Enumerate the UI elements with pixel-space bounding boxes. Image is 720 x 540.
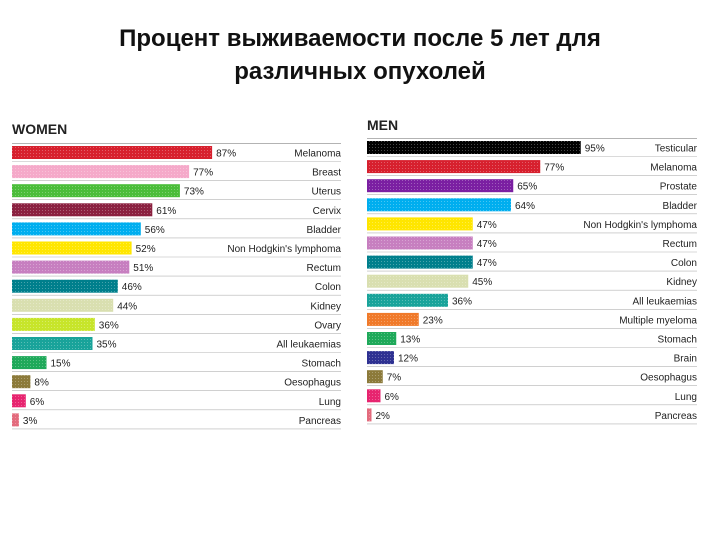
women-value-label: 77% xyxy=(193,168,213,179)
men-value-label: 64% xyxy=(515,201,535,212)
men-category-label: Melanoma xyxy=(650,163,697,174)
men-value-label: 23% xyxy=(423,315,443,326)
women-value-label: 8% xyxy=(34,378,49,389)
men-value-label: 6% xyxy=(385,392,400,403)
men-bar-texture xyxy=(367,332,397,345)
women-category-label: Ovary xyxy=(314,320,341,331)
men-bar-texture xyxy=(367,198,511,212)
women-category-label: Lung xyxy=(319,397,341,408)
men-category-label: Oesophagus xyxy=(640,373,697,384)
women-bar-texture xyxy=(12,394,26,408)
women-category-label: Pancreas xyxy=(299,416,341,427)
men-category-label: Bladder xyxy=(663,201,698,212)
men-bar-texture xyxy=(367,160,541,174)
men-category-label: Prostate xyxy=(660,182,698,193)
men-value-label: 36% xyxy=(452,296,472,307)
men-bar-texture xyxy=(367,351,394,365)
men-bar-texture xyxy=(367,370,383,384)
men-bar-texture xyxy=(367,274,469,288)
men-value-label: 47% xyxy=(477,258,497,269)
men-category-label: Brain xyxy=(674,354,697,365)
women-category-label: Breast xyxy=(312,168,341,179)
women-category-label: Bladder xyxy=(307,225,342,236)
women-value-label: 51% xyxy=(133,263,153,274)
women-bar-texture xyxy=(12,298,114,312)
women-value-label: 73% xyxy=(184,187,204,198)
men-value-label: 13% xyxy=(400,335,420,346)
men-category-label: Lung xyxy=(675,392,697,403)
men-category-label: Pancreas xyxy=(655,411,697,422)
men-category-label: Rectum xyxy=(663,239,697,250)
men-category-label: Multiple myeloma xyxy=(619,315,697,326)
men-category-label: Kidney xyxy=(666,277,697,288)
women-category-label: Non Hodgkin's lymphoma xyxy=(227,244,341,255)
women-bar-texture xyxy=(12,222,141,236)
women-category-label: Stomach xyxy=(302,359,341,370)
men-bar-texture xyxy=(367,255,473,269)
men-value-label: 47% xyxy=(477,239,497,250)
men-category-label: All leukaemias xyxy=(633,296,697,307)
men-value-label: 12% xyxy=(398,354,418,365)
women-bar-texture xyxy=(12,375,31,389)
slide-title: Процент выживаемости после 5 лет для раз… xyxy=(0,22,720,88)
women-bar-texture xyxy=(12,241,132,255)
women-category-label: Oesophagus xyxy=(284,378,341,389)
women-bar-texture xyxy=(12,184,180,198)
women-bar-texture xyxy=(12,146,213,159)
men-bar-texture xyxy=(367,312,419,326)
women-chart-title: WOMEN xyxy=(12,121,67,137)
women-bar-texture xyxy=(12,356,47,370)
men-bar-texture xyxy=(367,141,581,154)
men-bar-texture xyxy=(367,217,473,231)
women-value-label: 46% xyxy=(122,282,142,293)
men-chart: MEN 95% Testicular 77% Melanoma 65% Prostate 64… xyxy=(367,117,698,425)
women-bar-texture xyxy=(12,260,130,274)
women-bar-texture xyxy=(12,413,19,427)
men-value-label: 7% xyxy=(387,373,402,384)
men-value-label: 47% xyxy=(477,220,497,231)
women-category-label: Kidney xyxy=(310,301,341,312)
men-category-label: Stomach xyxy=(658,335,697,346)
men-category-label: Testicular xyxy=(655,144,698,155)
men-value-label: 95% xyxy=(585,144,605,155)
men-bar-texture xyxy=(367,389,381,403)
women-value-label: 87% xyxy=(216,149,236,160)
men-chart-title: MEN xyxy=(367,117,398,133)
men-bar-texture xyxy=(367,179,514,193)
women-value-label: 15% xyxy=(51,359,71,370)
slide-title-line-2: различных опухолей xyxy=(234,58,486,85)
men-bar-texture xyxy=(367,293,448,307)
women-bar-texture xyxy=(12,165,190,179)
women-value-label: 61% xyxy=(156,206,176,217)
women-value-label: 44% xyxy=(117,301,137,312)
men-value-label: 77% xyxy=(544,163,564,174)
women-bar-texture xyxy=(12,317,95,331)
women-category-label: Uterus xyxy=(312,187,341,198)
women-value-label: 35% xyxy=(97,340,117,351)
women-value-label: 56% xyxy=(145,225,165,236)
men-value-label: 2% xyxy=(376,411,391,422)
men-value-label: 65% xyxy=(517,182,537,193)
women-value-label: 6% xyxy=(30,397,45,408)
men-bar-texture xyxy=(367,236,473,250)
women-chart: WOMEN 87% Melanoma 77% Breast 73% Uterus 61% Cer… xyxy=(12,121,342,430)
women-bar-texture xyxy=(12,337,93,350)
slide-title-line-1: Процент выживаемости после 5 лет для xyxy=(119,25,601,52)
women-category-label: Melanoma xyxy=(294,149,341,160)
women-bar-texture xyxy=(12,279,118,293)
women-category-label: Cervix xyxy=(313,206,341,217)
women-value-label: 52% xyxy=(136,244,156,255)
men-category-label: Non Hodgkin's lymphoma xyxy=(583,220,697,231)
women-bar-texture xyxy=(12,203,153,217)
women-category-label: All leukaemias xyxy=(277,340,341,351)
women-value-label: 3% xyxy=(23,416,38,427)
women-category-label: Colon xyxy=(315,282,341,293)
men-value-label: 45% xyxy=(472,277,492,288)
women-category-label: Rectum xyxy=(307,263,341,274)
men-bar-texture xyxy=(367,408,372,422)
women-value-label: 36% xyxy=(99,320,119,331)
men-category-label: Colon xyxy=(671,258,697,269)
